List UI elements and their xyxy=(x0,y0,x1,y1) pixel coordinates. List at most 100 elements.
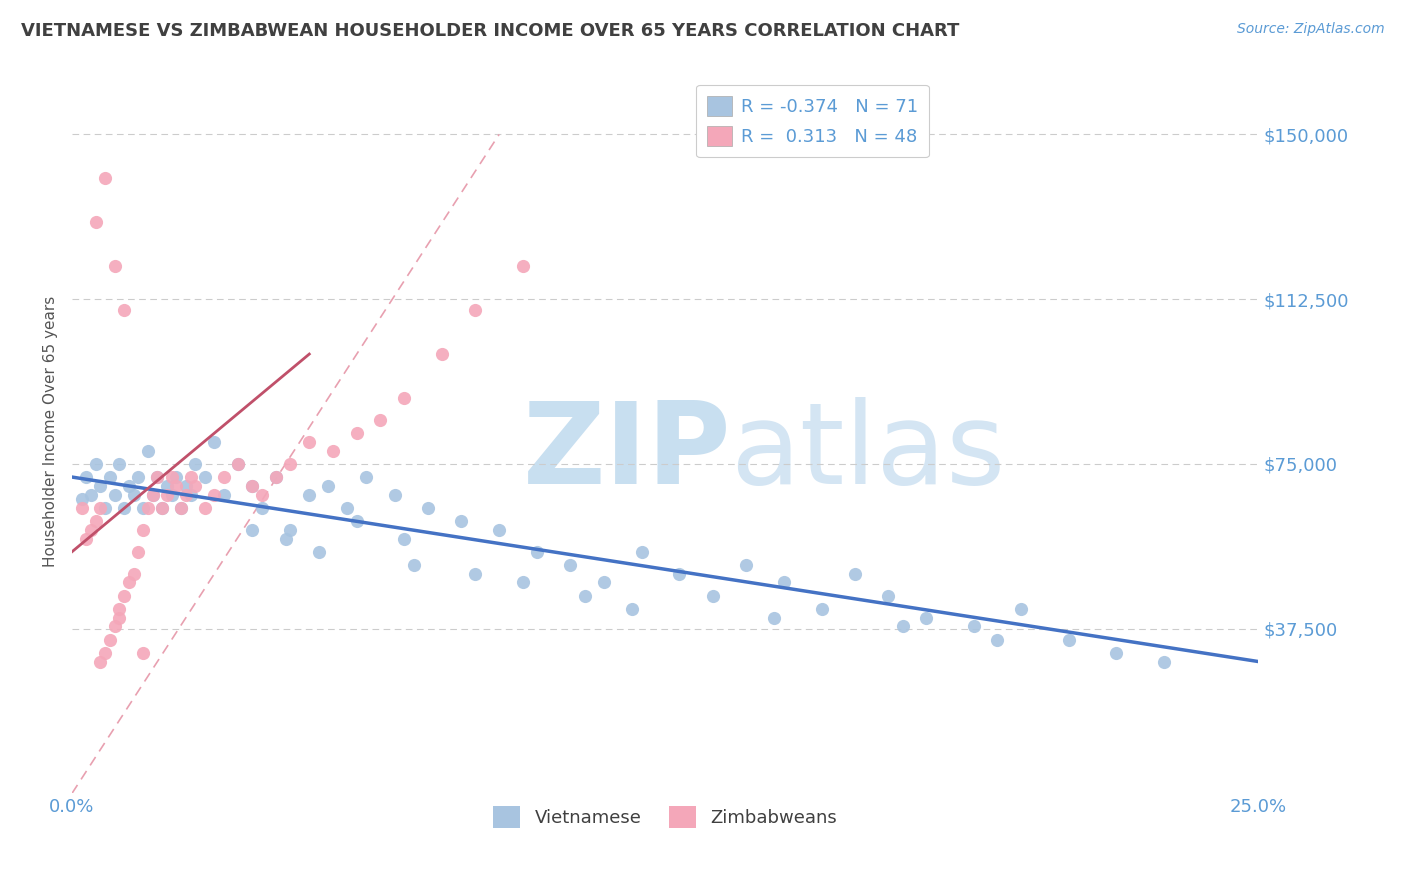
Point xyxy=(621,602,644,616)
Point xyxy=(392,532,415,546)
Point xyxy=(184,457,207,471)
Point xyxy=(170,500,193,515)
Point xyxy=(1010,602,1032,616)
Point xyxy=(384,488,406,502)
Point xyxy=(844,566,866,581)
Point xyxy=(84,457,107,471)
Point xyxy=(84,215,107,229)
Point xyxy=(165,479,187,493)
Point xyxy=(336,500,359,515)
Point xyxy=(75,532,97,546)
Point xyxy=(160,470,183,484)
Point xyxy=(212,488,235,502)
Point xyxy=(240,523,263,537)
Point xyxy=(1057,632,1080,647)
Point xyxy=(354,470,377,484)
Point xyxy=(250,488,273,502)
Point xyxy=(226,457,249,471)
Point xyxy=(202,434,225,449)
Point xyxy=(512,259,534,273)
Point xyxy=(112,303,135,318)
Point xyxy=(194,500,217,515)
Point xyxy=(180,470,202,484)
Point xyxy=(202,488,225,502)
Point xyxy=(136,443,159,458)
Point xyxy=(89,655,111,669)
Point xyxy=(132,500,155,515)
Point xyxy=(915,610,938,624)
Point xyxy=(156,479,179,493)
Point xyxy=(89,500,111,515)
Text: Source: ZipAtlas.com: Source: ZipAtlas.com xyxy=(1237,22,1385,37)
Point xyxy=(298,434,321,449)
Point xyxy=(132,523,155,537)
Point xyxy=(560,558,582,572)
Point xyxy=(127,545,149,559)
Point xyxy=(430,347,453,361)
Point xyxy=(1153,655,1175,669)
Point xyxy=(70,491,93,506)
Point xyxy=(89,479,111,493)
Point xyxy=(392,391,415,405)
Point xyxy=(963,619,986,633)
Point xyxy=(98,632,121,647)
Point xyxy=(75,470,97,484)
Text: ZIP: ZIP xyxy=(523,397,731,508)
Point xyxy=(668,566,690,581)
Point xyxy=(240,479,263,493)
Point xyxy=(118,575,141,590)
Point xyxy=(512,575,534,590)
Point xyxy=(108,457,131,471)
Point xyxy=(346,426,368,441)
Point xyxy=(402,558,425,572)
Point xyxy=(346,514,368,528)
Point xyxy=(264,470,287,484)
Point xyxy=(226,457,249,471)
Point xyxy=(986,632,1008,647)
Point xyxy=(250,500,273,515)
Point xyxy=(184,479,207,493)
Point xyxy=(112,589,135,603)
Point xyxy=(264,470,287,484)
Legend: Vietnamese, Zimbabweans: Vietnamese, Zimbabweans xyxy=(486,798,845,835)
Point xyxy=(180,488,202,502)
Point xyxy=(322,443,344,458)
Point xyxy=(763,610,786,624)
Point xyxy=(316,479,339,493)
Point xyxy=(174,488,197,502)
Point xyxy=(142,488,165,502)
Point xyxy=(877,589,900,603)
Point xyxy=(702,589,724,603)
Point xyxy=(94,171,117,186)
Point xyxy=(142,488,165,502)
Point xyxy=(94,646,117,660)
Point xyxy=(630,545,652,559)
Point xyxy=(1105,646,1128,660)
Point xyxy=(526,545,548,559)
Point xyxy=(150,500,173,515)
Point xyxy=(80,488,103,502)
Point xyxy=(592,575,614,590)
Point xyxy=(370,413,392,427)
Point xyxy=(464,303,486,318)
Point xyxy=(174,479,197,493)
Point xyxy=(104,488,127,502)
Point xyxy=(160,488,183,502)
Point xyxy=(488,523,510,537)
Point xyxy=(146,470,169,484)
Point xyxy=(122,488,145,502)
Point xyxy=(108,602,131,616)
Point xyxy=(98,470,121,484)
Point xyxy=(170,500,193,515)
Point xyxy=(416,500,439,515)
Point xyxy=(70,500,93,515)
Point xyxy=(136,500,159,515)
Point xyxy=(574,589,596,603)
Point xyxy=(308,545,330,559)
Point xyxy=(278,457,301,471)
Point xyxy=(127,470,149,484)
Point xyxy=(122,566,145,581)
Point xyxy=(735,558,758,572)
Text: VIETNAMESE VS ZIMBABWEAN HOUSEHOLDER INCOME OVER 65 YEARS CORRELATION CHART: VIETNAMESE VS ZIMBABWEAN HOUSEHOLDER INC… xyxy=(21,22,959,40)
Point xyxy=(891,619,914,633)
